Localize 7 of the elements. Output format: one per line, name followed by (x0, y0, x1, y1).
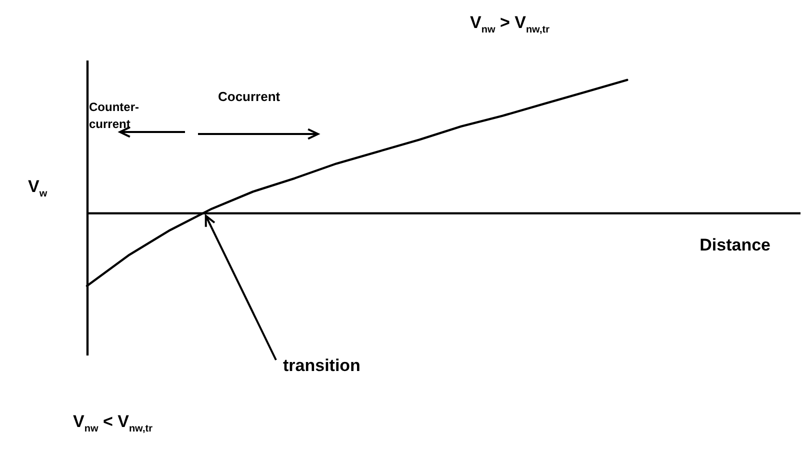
y-axis-title: V$_{w}$ (28, 177, 48, 202)
annotation: Counter-current (89, 99, 140, 133)
text: transition (283, 356, 360, 375)
text: V$_{nw}$ < V$_{nw,tr}$ (73, 412, 152, 436)
annotation: Cocurrent (218, 88, 280, 105)
x-axis-title: Distance (700, 235, 770, 254)
text: V$_{nw}$ > V$_{nw,tr}$ (470, 13, 550, 38)
